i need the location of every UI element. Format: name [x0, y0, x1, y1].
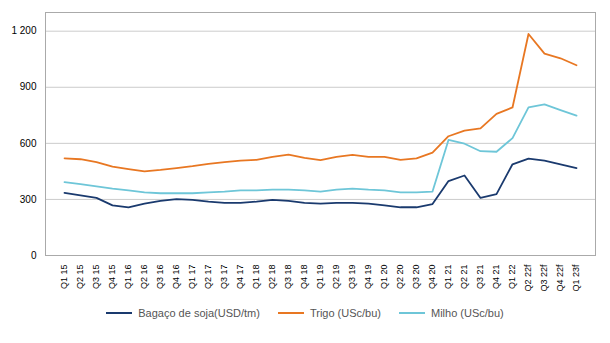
svg-text:Q3 21: Q3 21	[475, 265, 485, 290]
svg-text:Q1 19: Q1 19	[315, 265, 325, 290]
svg-text:Q1 16: Q1 16	[123, 265, 133, 290]
svg-text:Q2 18: Q2 18	[267, 265, 277, 290]
svg-text:Q4 22f: Q4 22f	[555, 264, 565, 292]
html-text:Milho (USc/bu): Milho (USc/bu)	[431, 307, 504, 319]
html-text:Bagaço de soja(USD/tm): Bagaço de soja(USD/tm)	[138, 307, 260, 319]
svg-text:Q2 17: Q2 17	[203, 265, 213, 290]
svg-text:0: 0	[31, 250, 37, 261]
svg-text:Q3 16: Q3 16	[155, 265, 165, 290]
svg-text:Q1 20: Q1 20	[379, 265, 389, 290]
svg-text:Q4 20: Q4 20	[427, 265, 437, 290]
svg-text:Q3 17: Q3 17	[219, 265, 229, 290]
svg-text:Q2 22f: Q2 22f	[523, 264, 533, 292]
svg-text:Q4 16: Q4 16	[171, 265, 181, 290]
svg-text:Q3 20: Q3 20	[411, 265, 421, 290]
svg-text:Q2 15: Q2 15	[75, 265, 85, 290]
svg-text:Q4 18: Q4 18	[299, 265, 309, 290]
svg-text:Q2 19: Q2 19	[331, 265, 341, 290]
svg-text:Q2 16: Q2 16	[139, 265, 149, 290]
svg-text:Q4 19: Q4 19	[363, 265, 373, 290]
html-text:Trigo (USc/bu): Trigo (USc/bu)	[309, 307, 381, 319]
svg-text:Q3 18: Q3 18	[283, 265, 293, 290]
svg-text:Q3 15: Q3 15	[91, 265, 101, 290]
svg-text:Q2 20: Q2 20	[395, 265, 405, 290]
svg-text:Q1 18: Q1 18	[251, 265, 261, 290]
svg-text:Q3 22f: Q3 22f	[539, 264, 549, 292]
svg-text:600: 600	[20, 138, 37, 149]
svg-text:Q1 23f: Q1 23f	[571, 264, 581, 292]
svg-text:Q1 22: Q1 22	[507, 265, 517, 290]
svg-text:1 200: 1 200	[11, 25, 36, 36]
svg-text:Q4 17: Q4 17	[235, 265, 245, 290]
svg-text:Q1 15: Q1 15	[59, 265, 69, 290]
svg-text:900: 900	[20, 81, 37, 92]
svg-text:Q1 21: Q1 21	[443, 265, 453, 290]
svg-text:300: 300	[20, 194, 37, 205]
svg-text:Q4 21: Q4 21	[491, 265, 501, 290]
svg-text:Q4 15: Q4 15	[107, 265, 117, 290]
svg-text:Q2 21: Q2 21	[459, 265, 469, 290]
svg-text:Q1 17: Q1 17	[187, 265, 197, 290]
svg-text:Q3 19: Q3 19	[347, 265, 357, 290]
